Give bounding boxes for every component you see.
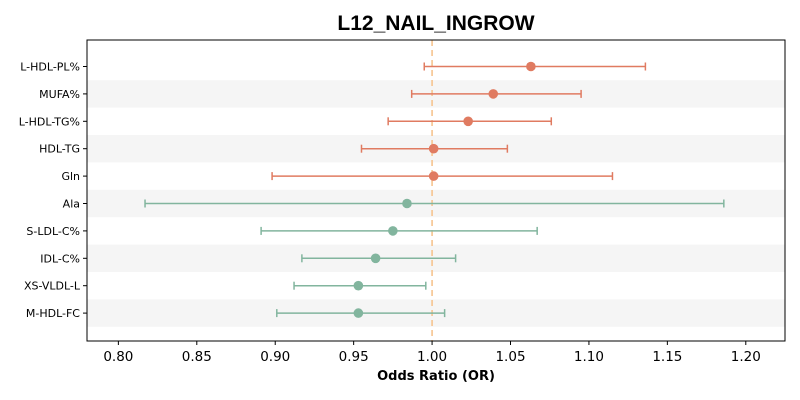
or-point: [526, 61, 536, 72]
or-point: [488, 89, 499, 99]
y-tick-label: HDL-TG: [39, 143, 80, 156]
x-tick-label: 0.95: [339, 349, 369, 365]
data-marks: [144, 61, 725, 318]
x-tick-label: 0.80: [103, 349, 133, 365]
x-tick-label: 0.85: [182, 349, 212, 365]
y-tick-label: XS-VLDL-L: [24, 280, 81, 293]
y-tick-label: L-HDL-TG%: [19, 115, 80, 128]
y-tick-label: M-HDL-FC: [26, 307, 80, 320]
y-tick-label: MUFA%: [39, 88, 80, 101]
or-point: [428, 143, 439, 154]
x-tick-label: 1.20: [731, 349, 761, 365]
y-tick-label: IDL-C%: [40, 252, 80, 265]
or-point: [402, 198, 412, 209]
x-tick-label: 1.00: [417, 349, 447, 365]
or-point: [428, 171, 439, 181]
x-axis-label: Odds Ratio (OR): [377, 369, 495, 384]
x-tick-label: 1.15: [652, 349, 682, 365]
y-tick-label: Gln: [61, 170, 80, 183]
chart-title: L12_NAIL_INGROW: [337, 12, 534, 35]
y-axis-ticks: L-HDL-PL% MUFA% L-HDL-TG% HDL-TG Gln Ala S-LDL…: [19, 61, 87, 320]
or-point: [353, 280, 364, 291]
or-point: [388, 226, 398, 236]
or-point: [370, 253, 381, 264]
plot-frame: [86, 39, 786, 342]
x-tick-label: 1.10: [574, 349, 604, 365]
x-tick-label: 1.05: [495, 349, 525, 365]
x-axis-ticks: 0.80 0.85 0.90 0.95 1.00 1.05 1.10 1.15 1.20: [103, 341, 761, 365]
y-tick-label: L-HDL-PL%: [20, 61, 80, 74]
y-tick-label: Ala: [63, 198, 80, 211]
or-point: [353, 308, 364, 318]
or-point: [463, 116, 473, 127]
y-tick-label: S-LDL-C%: [26, 225, 80, 238]
x-tick-label: 0.90: [260, 349, 290, 365]
